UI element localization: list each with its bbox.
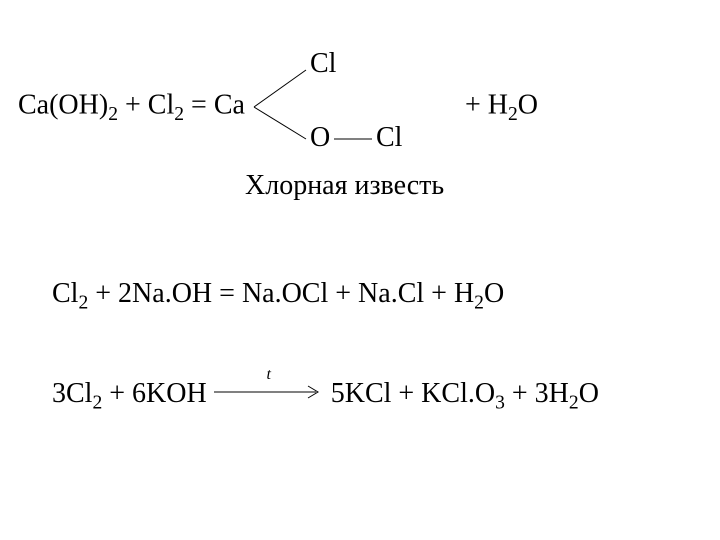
eq3-r0: 5KCl + KCl.O (331, 378, 495, 409)
eq2-p3: 2 (474, 293, 484, 314)
eq1-structure: Cl O Cl (248, 62, 408, 152)
structure-bottom-cl: Cl (376, 122, 402, 154)
eq3-r4: O (579, 378, 599, 409)
eq1-caption: Хлорная известь (245, 170, 444, 202)
structure-bottom-o: O (310, 122, 330, 154)
equation-1: Ca(OH)2 + Cl2 = Ca Cl O Cl + H2O (18, 62, 538, 152)
page-root: Ca(OH)2 + Cl2 = Ca Cl O Cl + H2O Хлорная… (0, 0, 720, 540)
eq1-right-1: + H (465, 89, 508, 120)
reaction-arrow: t (214, 382, 324, 410)
eq1-left-1: Ca(OH) (18, 89, 108, 120)
structure-top-cl: Cl (310, 48, 336, 80)
eq3-l1: 2 (92, 393, 102, 414)
arrow-icon (214, 382, 324, 402)
eq3-r1: 3 (495, 393, 505, 414)
eq3-r3: 2 (569, 393, 579, 414)
eq1-cl-sub: 2 (174, 104, 184, 125)
eq2-p2: + 2Na.OH = Na.OCl + Na.Cl + H (88, 278, 474, 309)
eq1-h-sub: 2 (508, 104, 518, 125)
eq2-p1: 2 (78, 293, 88, 314)
eq3-r2: + 3H (505, 378, 569, 409)
eq3-l0: 3Cl (52, 378, 92, 409)
equation-2: Cl2 + 2Na.OH = Na.OCl + Na.Cl + H2O (52, 278, 504, 310)
eq1-left-sub: 2 (108, 104, 118, 125)
eq3-l2: + 6KOH (102, 378, 213, 409)
equation-3: 3Cl2 + 6KOH t 5KCl + KCl.O3 + 3H2O (52, 378, 599, 410)
eq2-p0: Cl (52, 278, 78, 309)
eq1-equals: = Ca (184, 89, 245, 120)
eq1-plus1: + Cl (118, 89, 174, 120)
eq2-p4: O (484, 278, 504, 309)
eq1-right-tail: O (518, 89, 538, 120)
arrow-label: t (214, 366, 324, 384)
